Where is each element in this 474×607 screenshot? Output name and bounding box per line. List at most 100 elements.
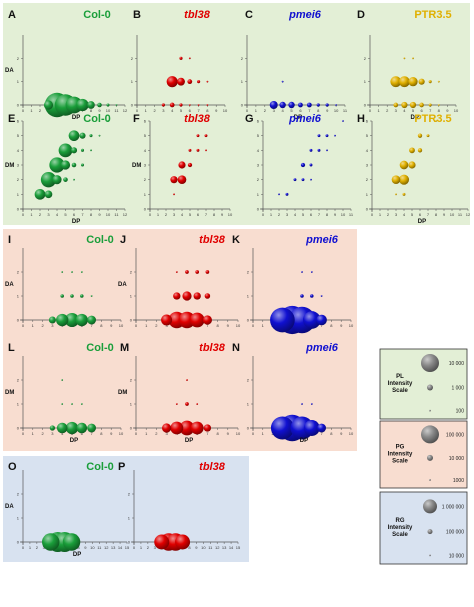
y-tick-label: 4 [17, 148, 20, 153]
bubble-point [87, 101, 95, 109]
bubble-point [49, 425, 56, 431]
x-tick-label: 10 [349, 323, 354, 328]
x-tick-label: 3 [395, 212, 398, 217]
bubble-point [195, 270, 200, 274]
bubble-point [52, 175, 62, 185]
x-tick-label: 9 [98, 212, 101, 217]
x-tick-label: 10 [349, 431, 354, 436]
y-tick-label: 0 [17, 207, 20, 212]
scale-title: RG Intensity Scale [388, 518, 413, 538]
bubble-point [97, 102, 102, 108]
x-tick-label: 11 [458, 212, 463, 217]
x-tick-label: 10 [454, 108, 459, 113]
panel-letter: N [232, 342, 240, 354]
x-tick-label: 4 [282, 108, 285, 113]
panel-letter: I [8, 234, 11, 246]
y-tick-label: 2 [17, 177, 20, 182]
x-axis-label: DP [294, 115, 302, 121]
x-tick-label: 8 [438, 108, 441, 113]
bubble-point [401, 101, 408, 109]
x-tick-label: 0 [252, 431, 255, 436]
x-tick-label: 10 [119, 323, 124, 328]
bubble-point [391, 175, 401, 184]
panel-letter: L [8, 342, 15, 354]
y-axis-label: DA [5, 68, 14, 74]
x-tick-label: 7 [427, 212, 430, 217]
x-tick-label: 3 [273, 108, 276, 113]
bubble-point [428, 103, 432, 107]
panel-k: 012345678910012Kpmei6 [232, 234, 354, 335]
y-axis-label: DM [118, 390, 127, 396]
bubble-point [187, 79, 193, 85]
x-tick-label: 9 [326, 108, 329, 113]
x-tick-label: 11 [114, 108, 119, 113]
y-axis-label: DM [5, 390, 14, 396]
x-tick-label: 11 [114, 212, 119, 217]
bubble-point [417, 133, 423, 138]
y-tick-label: 4 [257, 148, 260, 153]
bubble-point [393, 102, 399, 108]
y-tick-label: 2 [17, 492, 20, 497]
panel-letter: E [8, 113, 15, 125]
bubble-point [402, 192, 406, 196]
y-tick-label: 1 [144, 192, 147, 197]
bubble-point [61, 271, 64, 273]
x-tick-label: 2 [39, 108, 42, 113]
bubble-point [49, 157, 65, 173]
x-tick-label: 7 [90, 323, 93, 328]
x-tick-label: 5 [412, 108, 415, 113]
x-tick-label: 1 [255, 108, 258, 113]
bubble-point [185, 270, 189, 274]
x-tick-label: 7 [90, 431, 93, 436]
x-tick-label: 12 [215, 545, 220, 550]
x-tick-label: 5 [64, 212, 67, 217]
x-tick-label: 8 [100, 431, 103, 436]
bubble-point [34, 188, 46, 200]
bubble-point [64, 312, 80, 328]
y-tick-label: 4 [366, 148, 369, 153]
x-tick-label: 2 [386, 108, 389, 113]
x-tick-label: 9 [221, 212, 224, 217]
y-tick-label: 2 [130, 378, 133, 383]
panel-title: tbl38 [184, 9, 211, 21]
panel-i: 012345678910012DAICol-0 [5, 234, 124, 328]
x-tick-label: 7 [320, 431, 323, 436]
bubble-point [317, 423, 327, 433]
panel-j: 012345678910012DAJtbl38 [118, 234, 241, 329]
bubble-point [41, 533, 60, 551]
x-tick-label: 1 [145, 431, 148, 436]
bubble-point [62, 533, 81, 551]
scale-title: PG Intensity Scale [388, 445, 413, 465]
scale-bubble [421, 354, 439, 372]
y-tick-label: 0 [130, 318, 133, 323]
panel-title: pmei6 [305, 234, 339, 246]
x-axis-label: DP [73, 552, 81, 558]
x-tick-label: 9 [110, 431, 113, 436]
bubble-point [70, 294, 74, 298]
y-tick-label: 1 [17, 192, 20, 197]
x-tick-label: 0 [133, 545, 136, 550]
panel-title: PTR3.5 [414, 9, 451, 21]
panel-o: 0123456789101112131415012DADPOCol-0 [5, 461, 130, 558]
bubble-point [278, 193, 280, 196]
x-tick-label: 13 [222, 545, 227, 550]
y-tick-label: 1 [17, 516, 20, 521]
bubble-point [75, 313, 88, 327]
x-tick-label: 10 [223, 108, 228, 113]
bubble-point [173, 193, 175, 196]
x-tick-label: 1 [32, 323, 35, 328]
bubble-point [179, 420, 195, 436]
bubble-point [169, 102, 175, 108]
x-axis-label: DP [72, 219, 80, 225]
x-tick-label: 12 [466, 212, 471, 217]
x-tick-label: 3 [51, 323, 54, 328]
bubble-point [60, 160, 71, 170]
bubble-point [306, 102, 312, 108]
bubble-point [301, 271, 303, 273]
x-tick-label: 15 [125, 545, 130, 550]
x-tick-label: 14 [118, 545, 123, 550]
bubble-point [189, 312, 205, 328]
